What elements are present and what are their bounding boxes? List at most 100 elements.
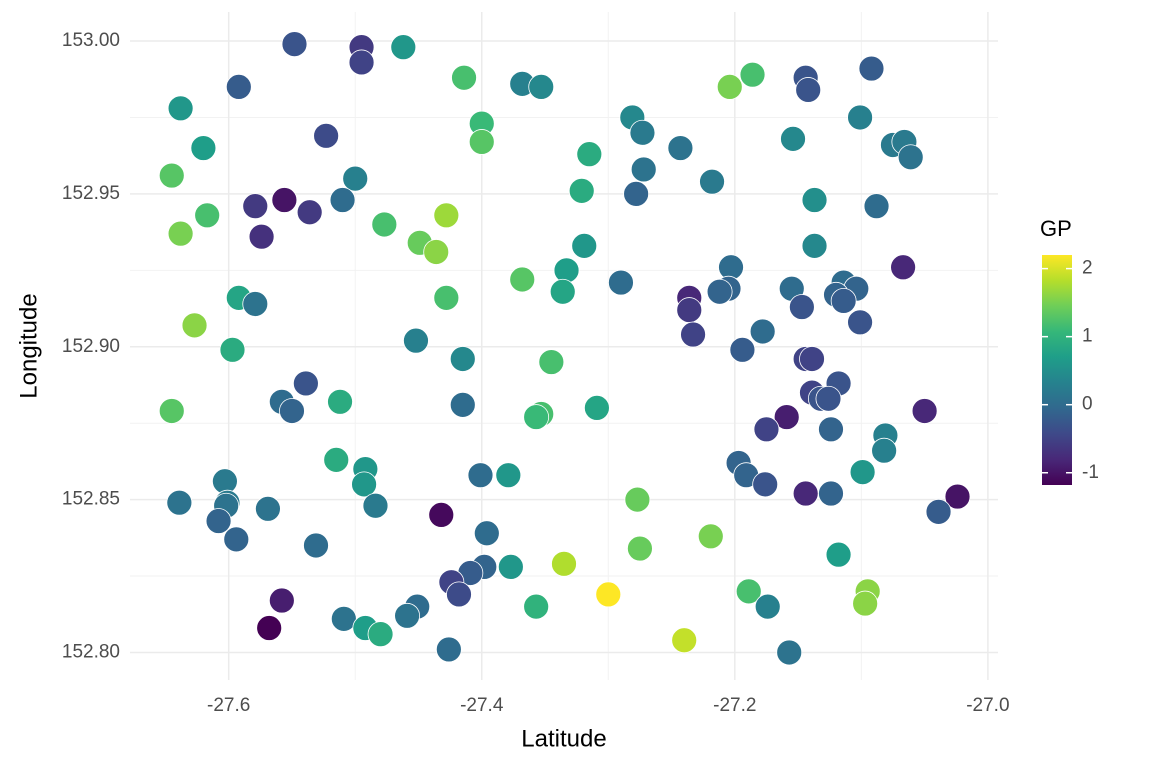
point xyxy=(423,239,450,265)
point xyxy=(553,257,580,284)
point xyxy=(852,590,879,617)
point xyxy=(630,156,657,183)
point xyxy=(799,346,825,372)
point xyxy=(329,187,356,213)
point xyxy=(167,95,194,122)
x-tick-label: -27.6 xyxy=(207,695,250,716)
point xyxy=(158,162,185,189)
point xyxy=(538,349,565,375)
y-tick-label: 152.85 xyxy=(62,489,120,510)
point xyxy=(323,446,350,473)
point xyxy=(205,508,232,534)
point xyxy=(219,336,246,363)
point xyxy=(296,199,323,226)
y-tick-label: 153.00 xyxy=(62,30,120,51)
point xyxy=(623,181,650,207)
colorbar xyxy=(1042,255,1072,485)
point xyxy=(467,462,494,489)
point xyxy=(166,489,193,516)
point xyxy=(451,64,477,91)
point xyxy=(595,581,622,608)
x-axis-title: Latitude xyxy=(521,725,606,752)
point xyxy=(576,141,603,168)
point xyxy=(847,104,873,131)
point xyxy=(897,144,924,171)
point xyxy=(718,254,744,281)
point xyxy=(342,165,369,192)
colorbar-tick-label: -1 xyxy=(1082,462,1099,483)
point xyxy=(780,125,806,152)
point xyxy=(627,535,653,562)
point xyxy=(629,119,656,146)
point xyxy=(279,398,305,424)
point xyxy=(753,416,780,443)
point xyxy=(292,370,319,397)
point xyxy=(608,269,634,296)
point xyxy=(394,602,421,629)
point xyxy=(825,541,852,568)
point xyxy=(549,278,576,305)
point xyxy=(194,202,221,229)
point xyxy=(773,404,800,430)
point xyxy=(858,55,885,82)
point xyxy=(815,385,842,412)
point xyxy=(847,309,873,336)
point xyxy=(327,388,353,415)
point xyxy=(362,492,389,519)
point xyxy=(788,294,815,320)
point xyxy=(433,284,460,311)
colorbar-tick-label: 1 xyxy=(1082,326,1093,347)
point xyxy=(729,336,756,363)
point xyxy=(801,187,828,213)
point xyxy=(871,437,898,464)
point xyxy=(495,462,522,489)
point xyxy=(697,523,724,550)
point xyxy=(497,553,524,580)
point xyxy=(225,74,252,100)
point xyxy=(428,502,455,528)
point xyxy=(749,318,776,345)
point xyxy=(433,202,460,229)
point xyxy=(348,49,375,76)
point xyxy=(944,483,971,510)
point xyxy=(583,395,610,421)
colorbar-title: GP xyxy=(1040,216,1072,241)
point xyxy=(716,74,743,100)
point xyxy=(255,495,281,522)
colorbar-ticks: -1 0 1 2 xyxy=(1042,258,1099,483)
y-axis-title: Longitude xyxy=(15,293,42,398)
point xyxy=(801,232,828,259)
point xyxy=(528,74,555,100)
point xyxy=(158,398,185,424)
point xyxy=(735,578,762,605)
point xyxy=(211,468,238,495)
x-tick-label: -27.4 xyxy=(460,695,504,716)
point xyxy=(671,627,698,654)
point xyxy=(523,593,550,620)
point xyxy=(568,177,595,204)
y-tick-label: 152.80 xyxy=(62,642,120,663)
point xyxy=(449,346,476,372)
point xyxy=(571,232,598,259)
point xyxy=(271,187,298,213)
point xyxy=(523,404,550,430)
point xyxy=(624,486,651,513)
point xyxy=(706,278,733,305)
point xyxy=(795,77,822,103)
point xyxy=(509,266,536,293)
point xyxy=(551,550,577,577)
point xyxy=(680,321,706,348)
point xyxy=(752,471,779,498)
point xyxy=(911,398,938,424)
point xyxy=(167,220,194,247)
point xyxy=(303,532,329,559)
point xyxy=(890,254,917,281)
point xyxy=(754,593,781,620)
point xyxy=(242,291,269,317)
point xyxy=(667,135,694,161)
points xyxy=(158,31,971,666)
point xyxy=(830,288,857,314)
point xyxy=(242,193,269,220)
colorbar-tick-label: 0 xyxy=(1082,394,1093,415)
